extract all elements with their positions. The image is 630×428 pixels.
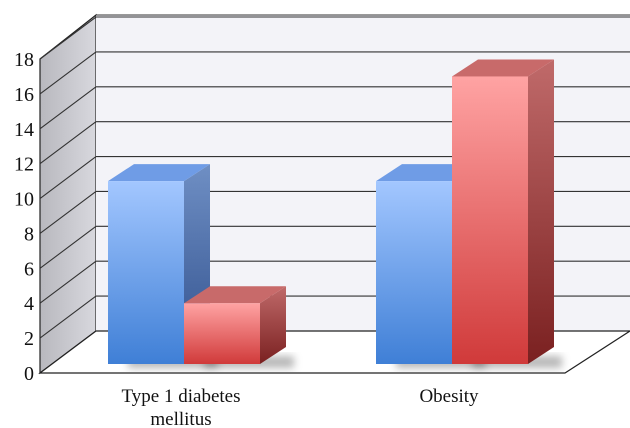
y-tick-label: 18 xyxy=(14,49,34,71)
y-tick-label: 14 xyxy=(14,119,34,141)
y-tick-label: 6 xyxy=(24,258,34,280)
y-tick-label: 0 xyxy=(24,363,34,385)
y-tick-label: 12 xyxy=(14,154,34,176)
x-axis-category-labels: Type 1 diabetes mellitus Obesity xyxy=(122,386,480,428)
x-category-label: Obesity xyxy=(419,386,479,407)
left-wall xyxy=(39,13,97,375)
y-tick-label: 8 xyxy=(24,223,34,245)
bar xyxy=(452,59,562,368)
bar xyxy=(184,286,294,368)
bars xyxy=(108,59,562,368)
y-tick-label: 16 xyxy=(14,84,34,106)
gridline xyxy=(39,51,630,95)
y-tick-label: 2 xyxy=(24,328,34,350)
gridline xyxy=(39,16,630,60)
y-tick-label: 4 xyxy=(24,293,34,315)
y-tick-label: 10 xyxy=(14,189,34,211)
x-category-label: Type 1 diabetes mellitus xyxy=(122,386,241,428)
y-axis-tick-labels: 0 2 4 6 8 10 12 14 16 18 xyxy=(14,49,34,385)
